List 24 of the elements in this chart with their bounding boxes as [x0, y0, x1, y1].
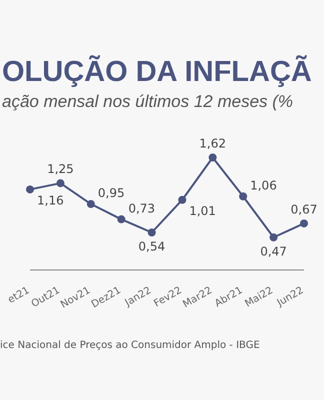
point: [300, 219, 308, 228]
point: [26, 185, 34, 194]
data-label: 0,95: [98, 186, 125, 200]
data-label: 0,47: [260, 244, 287, 258]
point: [148, 228, 156, 236]
chart-subtitle: ação mensal nos últimos 12 meses (%: [2, 92, 294, 112]
point: [270, 233, 278, 242]
data-label: 0,67: [290, 202, 318, 216]
data-label: 1,16: [37, 193, 64, 208]
point: [208, 154, 217, 162]
data-label: 1,01: [189, 204, 216, 218]
data-label: 0,73: [128, 201, 156, 216]
point: [86, 200, 95, 208]
text: ice Nacional de Preços ao Consumidor Amplo - IBGE: [0, 340, 260, 351]
data-label: 1,25: [47, 162, 74, 176]
point: [239, 192, 248, 200]
data-label: 1,06: [250, 178, 277, 192]
chart-title: OLUÇÃO DA INFLAÇÃ: [2, 56, 312, 89]
x-tick-label: et21: [6, 285, 32, 306]
point: [117, 215, 126, 224]
data-label: 1,62: [199, 136, 226, 150]
point: [56, 179, 64, 188]
data-label: 0,54: [138, 240, 166, 254]
point: [178, 196, 186, 204]
